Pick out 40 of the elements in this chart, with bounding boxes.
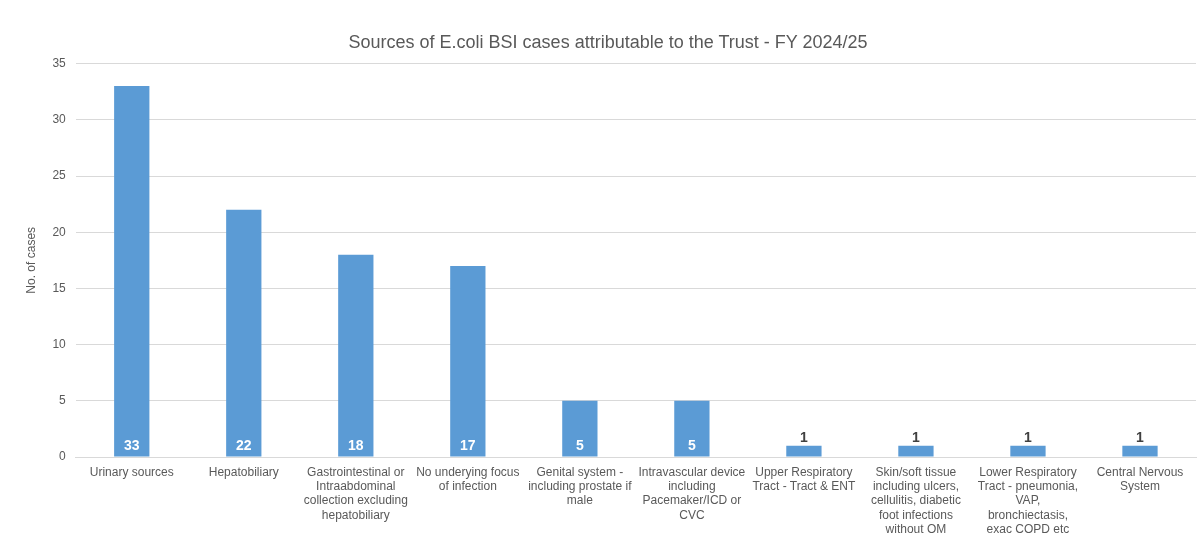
data-label: 33 xyxy=(123,437,140,454)
y-tick-label: 10 xyxy=(52,336,67,351)
y-tick-label: 35 xyxy=(52,55,67,70)
data-label: 1 xyxy=(800,428,809,445)
data-label: 1 xyxy=(1136,428,1145,445)
bar xyxy=(562,400,598,457)
data-label: 1 xyxy=(1024,428,1033,445)
x-tick-label: Urinary sources xyxy=(89,464,174,479)
x-tick-label: Skin/soft tissue including ulcers, cellulitis, diabetic foot infections without OM xyxy=(870,464,961,537)
data-label: 22 xyxy=(236,437,252,454)
y-tick-label: 30 xyxy=(52,112,67,127)
y-tick-label: 0 xyxy=(59,449,67,464)
x-tick-label: Gastrointestinal or Intraabdominal collection excluding hepatobiliary xyxy=(303,464,408,522)
x-tick-label: Central Nervous System xyxy=(1096,464,1184,493)
bar xyxy=(450,265,486,457)
bar xyxy=(674,400,710,457)
data-label: 5 xyxy=(687,437,696,454)
y-tick-label: 25 xyxy=(52,168,67,183)
bar xyxy=(1010,445,1046,457)
data-label: 5 xyxy=(575,437,584,454)
data-label: 18 xyxy=(348,437,364,454)
chart-title: Sources of E.coli BSI cases attributable to the Trust - FY 2024/25 xyxy=(348,31,868,52)
x-tick-label: Lower Respiratory Tract - pneumonia, VAP, bronchiectasis, exac COPD etc xyxy=(977,464,1079,537)
bar xyxy=(338,254,374,457)
x-tick-label: Upper Respiratory Tract - Tract & ENT xyxy=(752,464,857,493)
bar xyxy=(898,445,934,457)
x-tick-label: Intravascular device including Pacemaker/ICD or CVC xyxy=(638,464,746,522)
y-tick-label: 15 xyxy=(52,280,67,295)
x-tick-label: Genital system - including prostate if male xyxy=(528,464,633,508)
data-label: 1 xyxy=(912,428,921,445)
data-label: 17 xyxy=(460,437,476,454)
x-tick-label: No underying focus of infection xyxy=(416,464,520,493)
y-tick-label: 20 xyxy=(52,224,67,239)
bar xyxy=(1122,445,1158,457)
bar xyxy=(226,209,262,457)
y-tick-label: 5 xyxy=(59,393,67,408)
bar xyxy=(786,445,822,457)
x-tick-label: Hepatobiliary xyxy=(208,464,279,479)
bar xyxy=(114,86,150,457)
y-axis-title: No. of cases xyxy=(23,226,38,294)
